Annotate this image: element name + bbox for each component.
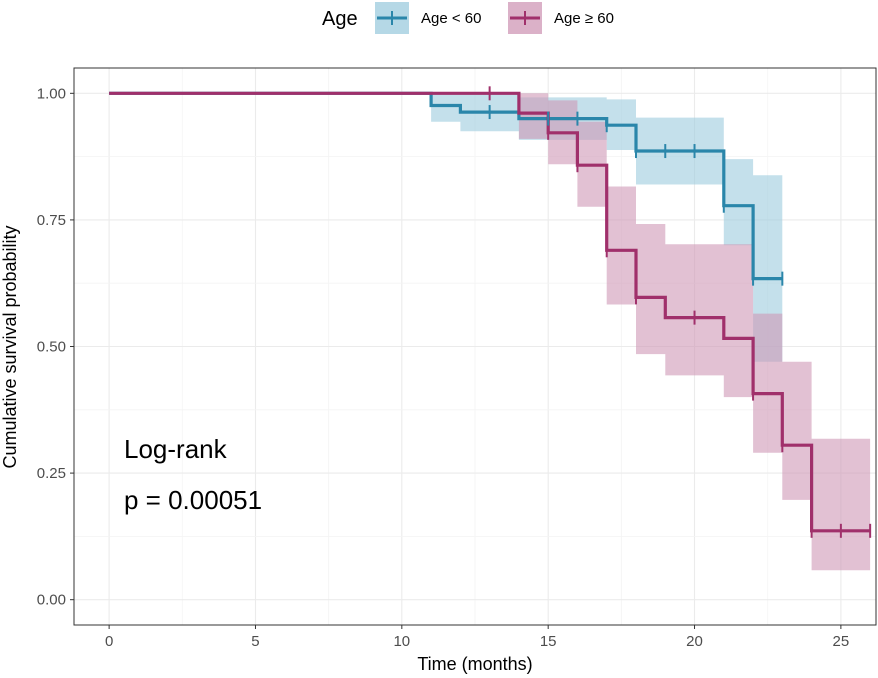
confidence-bands: [109, 93, 871, 571]
x-tick-label: 15: [540, 633, 557, 650]
y-tick-label: 0.50: [37, 339, 66, 356]
x-tick-label: 10: [393, 633, 410, 650]
confidence-band-over60: [109, 93, 871, 571]
y-tick-label: 0.25: [37, 465, 66, 482]
legend-title: Age: [322, 8, 358, 30]
legend-label-under60: Age < 60: [421, 10, 481, 27]
y-tick-label: 0.75: [37, 212, 66, 229]
annotation-p-value: p = 0.00051: [124, 485, 262, 515]
censor-marks: [488, 86, 872, 538]
x-tick-label: 5: [251, 633, 259, 650]
legend-label-over60: Age ≥ 60: [554, 10, 614, 27]
y-tick-label: 0.00: [37, 592, 66, 609]
y-axis-title: Cumulative survival probability: [0, 225, 20, 468]
x-tick-label: 20: [686, 633, 703, 650]
x-tick-label: 25: [833, 633, 850, 650]
legend: Age Age < 60 Age ≥ 60: [322, 2, 614, 34]
x-tick-label: 0: [105, 633, 113, 650]
confidence-band-under60: [109, 93, 783, 362]
axes: 0 5 10 15 20 25 0.00 0.25 0.50 0.75 1.00: [37, 85, 849, 650]
y-tick-label: 1.00: [37, 85, 66, 102]
x-axis-title: Time (months): [417, 654, 532, 674]
grid: [74, 68, 876, 625]
annotation-log-rank: Log-rank: [124, 434, 228, 464]
